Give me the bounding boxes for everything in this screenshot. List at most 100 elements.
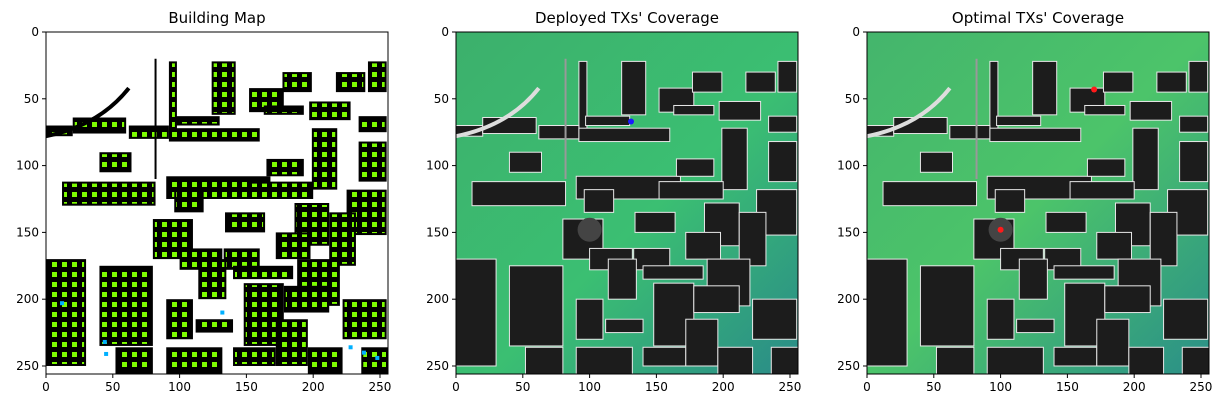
building (1128, 346, 1165, 375)
building (745, 71, 776, 93)
candidate-site-alt (361, 350, 366, 355)
building (455, 258, 497, 367)
x-tick-label: 150 (645, 380, 668, 394)
candidate-sites (130, 127, 167, 137)
axes-frame (455, 31, 799, 375)
candidate-sites (284, 74, 310, 91)
candidate-sites (168, 301, 191, 338)
y-tick-label: 0 (31, 25, 39, 39)
building (685, 231, 722, 260)
building (634, 211, 676, 233)
candidate-site-alt (375, 355, 380, 360)
x-tick-label: 200 (302, 380, 325, 394)
building (882, 181, 978, 207)
building (524, 346, 564, 375)
building (675, 158, 715, 177)
building (994, 189, 1026, 213)
y-tick-label: 150 (837, 225, 860, 239)
building (607, 258, 637, 300)
candidate-site-alt (104, 351, 109, 356)
candidate-sites (48, 261, 85, 364)
building (1149, 211, 1178, 267)
x-tick-label: 0 (863, 380, 871, 394)
candidate-sites (177, 118, 218, 124)
y-tick-label: 100 (426, 159, 449, 173)
building (996, 115, 1042, 127)
candidate-sites (313, 130, 336, 188)
y-tick-label: 250 (426, 359, 449, 373)
x-tick-label: 150 (1056, 380, 1079, 394)
y-tick-label: 250 (837, 359, 860, 373)
x-tick-label: 50 (926, 380, 941, 394)
building (1132, 127, 1159, 191)
chart-title: Optimal TXs' Coverage (952, 9, 1124, 27)
x-tick-label: 0 (42, 380, 50, 394)
chart-title: Building Map (168, 9, 265, 27)
building (1181, 346, 1210, 375)
building (738, 211, 767, 267)
road-segment (455, 86, 541, 139)
candidate-site-alt (220, 310, 225, 315)
x-tick-label: 100 (989, 380, 1012, 394)
building (658, 181, 724, 200)
building (1156, 71, 1187, 93)
candidate-sites (235, 267, 292, 278)
candidate-sites (170, 63, 175, 131)
building (642, 346, 687, 367)
building (986, 346, 1044, 375)
building (508, 151, 542, 173)
building (578, 127, 671, 143)
y-tick-label: 100 (837, 159, 860, 173)
candidate-sites (360, 143, 385, 180)
candidate-sites (344, 301, 385, 338)
road-segment (45, 86, 131, 139)
x-tick-label: 200 (1123, 380, 1146, 394)
building (605, 318, 644, 334)
building (673, 104, 715, 116)
y-tick-label: 50 (434, 92, 449, 106)
candidate-sites (48, 127, 71, 135)
axes-frame (866, 31, 1210, 375)
x-tick-label: 50 (515, 380, 530, 394)
candidate-sites (268, 160, 302, 175)
candidate-sites (101, 154, 130, 171)
building (1084, 104, 1126, 116)
candidate-sites (117, 349, 151, 372)
x-tick-label: 100 (578, 380, 601, 394)
building (642, 265, 704, 280)
candidate-sites (176, 191, 202, 211)
building (538, 125, 580, 140)
candidate-sites (235, 349, 274, 364)
buildings (455, 60, 799, 375)
building (986, 298, 1015, 340)
candidate-sites (64, 183, 154, 204)
building (693, 285, 740, 314)
x-tick-label: 100 (168, 380, 191, 394)
building (1104, 285, 1151, 314)
building (1188, 60, 1209, 93)
building (1053, 346, 1098, 367)
transmitter-marker (1091, 86, 1098, 93)
candidate-sites (197, 321, 232, 331)
candidate-sites (213, 63, 234, 113)
axes-frame (45, 31, 389, 375)
building (691, 71, 723, 93)
building (989, 127, 1082, 143)
candidate-sites (251, 183, 312, 197)
candidate-sites (265, 107, 302, 113)
building (1102, 71, 1134, 93)
buildings (866, 60, 1210, 375)
building (1045, 211, 1087, 233)
building (508, 265, 564, 347)
building (1069, 181, 1135, 200)
building (621, 60, 647, 116)
building (768, 141, 798, 183)
building (1053, 265, 1115, 280)
candidate-sites (251, 90, 282, 111)
y-tick-label: 200 (426, 292, 449, 306)
y-tick-label: 50 (24, 92, 39, 106)
